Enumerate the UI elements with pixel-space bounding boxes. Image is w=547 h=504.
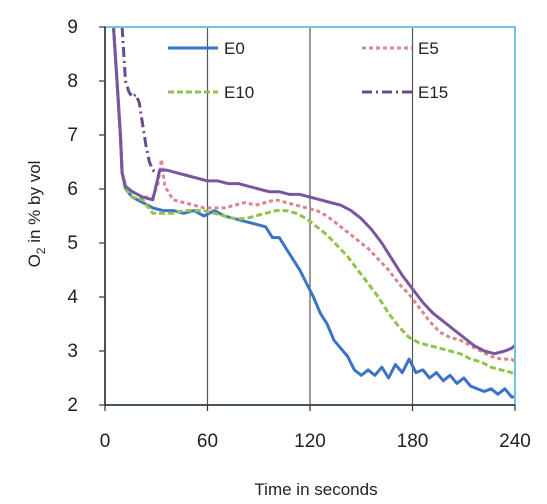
series-line-secondary-4 <box>120 26 160 175</box>
x-tick-label-60: 60 <box>197 431 218 452</box>
legend-label-e5: E5 <box>418 39 439 58</box>
legend-label-e15: E15 <box>418 83 448 102</box>
x-tick-label-240: 240 <box>499 431 531 452</box>
y-tick-label-5: 5 <box>67 233 78 254</box>
x-tick-label-0: 0 <box>100 431 111 452</box>
vertical-gridlines <box>206 27 414 405</box>
x-tick-label-120: 120 <box>294 431 326 452</box>
y-tick-label-6: 6 <box>67 179 78 200</box>
legend-label-e10: E10 <box>224 83 254 102</box>
y-tick-label-7: 7 <box>67 125 78 146</box>
y-tick-label-3: 3 <box>67 341 78 362</box>
series-line-e15 <box>112 26 516 356</box>
legend: E0 E5 E10 E15 <box>168 39 448 102</box>
axes: 2 3 4 5 6 7 8 9 0 60 120 180 240 <box>67 17 530 452</box>
y-tick-label-2: 2 <box>67 395 78 416</box>
series-line-e0 <box>112 26 515 399</box>
y-tick-label-4: 4 <box>67 287 78 308</box>
y-axis-title: O2 in % by vol <box>25 161 48 268</box>
series-lines <box>112 26 516 399</box>
y-tick-label-8: 8 <box>67 71 78 92</box>
x-tick-label-180: 180 <box>397 431 429 452</box>
x-axis-title: Time in seconds <box>254 480 377 499</box>
y-tick-label-9: 9 <box>67 17 78 38</box>
legend-label-e0: E0 <box>224 39 245 58</box>
series-line-e10 <box>112 26 516 377</box>
